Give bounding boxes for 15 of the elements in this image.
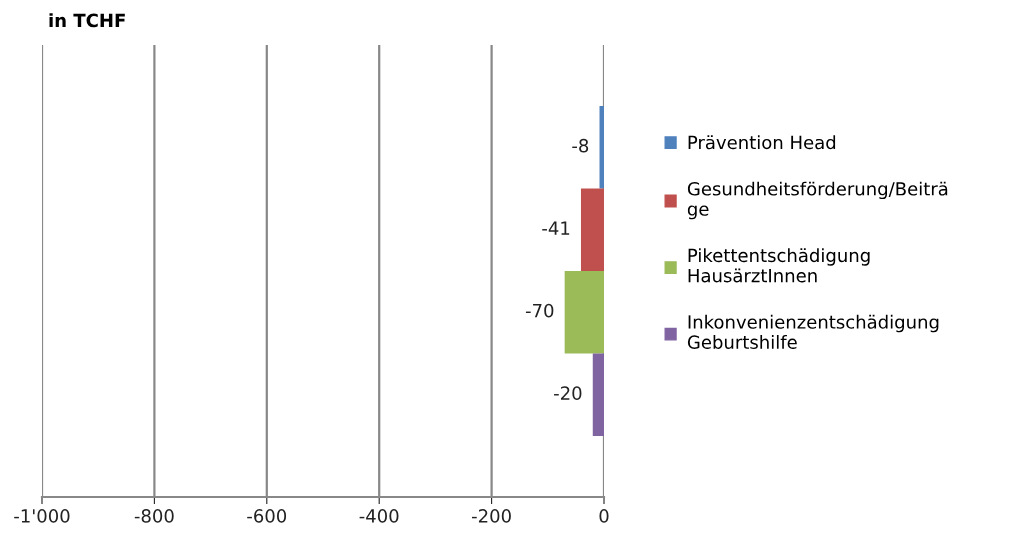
x-tick-label: -200 [471,509,511,523]
legend-label: Prävention Head [688,135,836,150]
chart-title: in TCHF [49,13,125,28]
x-tick-label: -800 [134,509,174,523]
data-label: -8 [572,138,589,153]
legend-label: Pikettentschädigung HausärztInnen [688,248,870,283]
x-tick-label: 0 [599,509,609,523]
data-label: -70 [525,303,554,318]
data-label: -41 [542,221,570,235]
legend-label: Inkonvenienzentschädigung Geburtshilfe [687,314,939,349]
x-tick-label: -1'000 [14,509,70,523]
x-tick-label: -600 [247,509,287,523]
x-tick-label: -400 [359,509,399,523]
legend-label: Gesundheitsförderung/Beiträge [687,181,948,220]
data-label: -20 [554,386,582,400]
